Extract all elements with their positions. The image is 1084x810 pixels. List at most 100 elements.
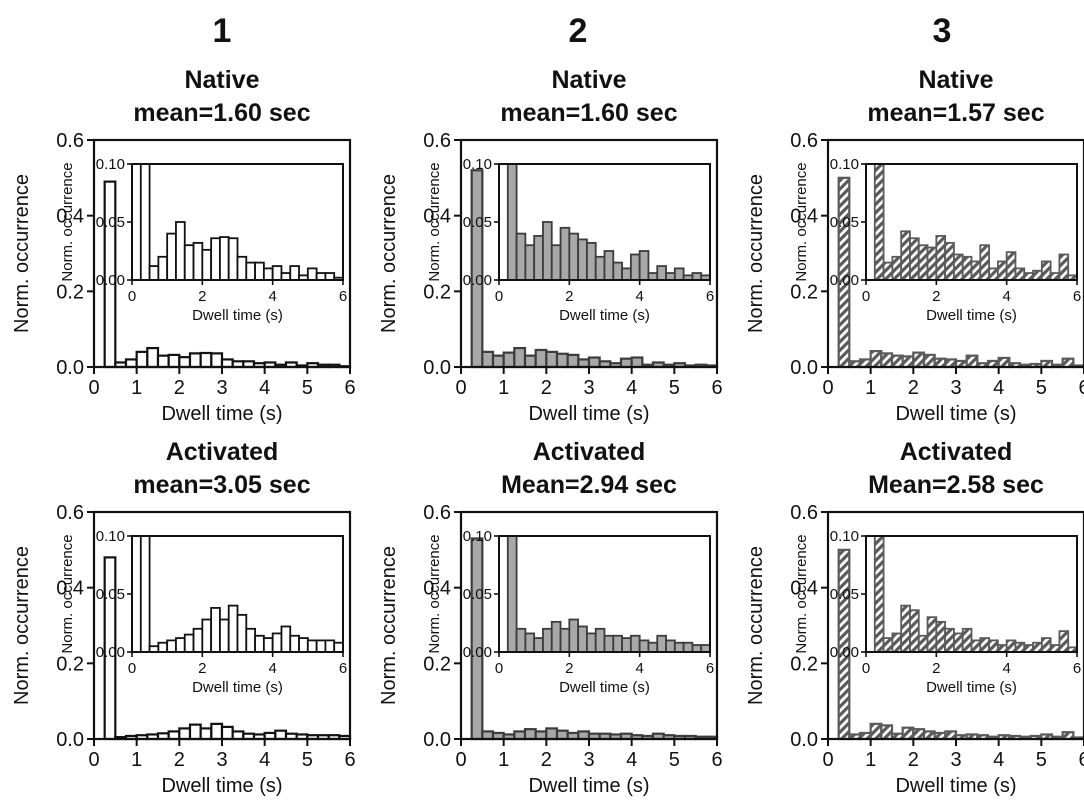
- y-tick-label: 0.4: [423, 578, 451, 600]
- y-tick-label: 0.2: [423, 281, 451, 303]
- inset-x-tick-label: 0: [495, 660, 503, 677]
- histogram-bar: [167, 353, 181, 369]
- inset-histogram-bar: [324, 272, 336, 281]
- x-tick-label: 5: [669, 749, 680, 771]
- inset-histogram-bar: [324, 639, 336, 653]
- panel-col3-native: Native mean=1.57 sec 0.0 0.2 0.4 0.6 0 1 2 3 4 5 6 Dw…: [745, 66, 1084, 425]
- histogram-bar: [630, 356, 644, 369]
- histogram-bar: [858, 358, 872, 369]
- inset-histogram-bar: [909, 609, 920, 653]
- inset-histogram-bar: [1049, 272, 1061, 281]
- inset-histogram-bar: [577, 625, 588, 653]
- inset-histogram-bar: [139, 163, 151, 281]
- inset-histogram-bar: [996, 260, 1008, 281]
- histogram-bar: [231, 730, 245, 741]
- histogram-bar: [880, 352, 894, 369]
- panel-subtitle: mean=1.60 sec: [500, 99, 677, 127]
- histogram-bar: [178, 727, 192, 741]
- inset-histogram-bar: [201, 618, 213, 653]
- inset-histogram-bar: [900, 230, 911, 281]
- inset-histogram-bar: [621, 267, 632, 281]
- inset-histogram-bar: [673, 267, 685, 281]
- x-axis-label: Dwell time (s): [528, 775, 649, 797]
- inset-histogram-bar: [166, 232, 177, 281]
- y-tick-label: 0.4: [790, 578, 818, 600]
- inset-histogram-bar: [524, 632, 536, 653]
- y-tick-label: 0.4: [423, 206, 451, 228]
- inset-histogram-bar: [691, 644, 703, 653]
- inset-histogram-bar: [873, 535, 885, 653]
- y-tick-label: 0.6: [56, 130, 84, 152]
- y-tick-label: 0.6: [423, 502, 451, 524]
- inset-histogram-bar: [603, 250, 615, 281]
- x-tick-label: 6: [711, 749, 722, 771]
- main-bars: [470, 537, 719, 741]
- inset-histogram-bar: [175, 637, 186, 653]
- inset-histogram-bar: [306, 639, 318, 653]
- x-tick-label: 3: [583, 377, 594, 399]
- x-tick-label: 6: [1078, 377, 1084, 399]
- y-tick-label: 0.2: [56, 281, 84, 303]
- x-tick-label: 5: [669, 377, 680, 399]
- inset-plot: 0.00 0.05 0.10 0 2 4 6 Dwell time (s) Norm. occu…: [59, 156, 347, 324]
- histogram-bar: [997, 356, 1011, 369]
- inset-histogram-bar: [219, 618, 230, 653]
- inset-histogram-bar: [139, 535, 151, 653]
- inset-histogram-bar: [157, 255, 169, 281]
- histogram-bar: [922, 730, 936, 741]
- x-axis-label: Dwell time (s): [895, 775, 1016, 797]
- inset-y-tick-label: 0.00: [830, 644, 859, 661]
- inset-histogram-bar: [882, 637, 894, 653]
- inset-histogram-bar: [515, 232, 527, 281]
- x-axis-label: Dwell time (s): [895, 403, 1016, 425]
- y-tick-label: 0.0: [790, 357, 818, 379]
- inset-histogram-bar: [1040, 637, 1052, 653]
- panel-title: Native: [918, 66, 993, 94]
- inset-histogram-bar: [979, 637, 990, 653]
- histogram-bar: [869, 722, 883, 741]
- inset-histogram-bar: [586, 632, 597, 653]
- inset-histogram-bar: [638, 250, 650, 281]
- inset-histogram-bar: [935, 620, 947, 653]
- inset-histogram-bar: [673, 641, 685, 653]
- y-tick-label: 0.4: [790, 206, 818, 228]
- histogram-bar: [869, 350, 883, 369]
- x-tick-label: 3: [583, 749, 594, 771]
- y-tick-label: 0.2: [790, 653, 818, 675]
- y-axis-label: Norm. occurrence: [11, 174, 33, 333]
- panel-col2-activated: Activated Mean=2.94 sec 0.0 0.2 0.4 0.6 0 1 2 3 4 5…: [378, 438, 723, 797]
- histogram-bar: [513, 346, 527, 369]
- histogram-bar: [944, 730, 958, 741]
- inset-x-tick-label: 6: [339, 660, 347, 677]
- inset-x-tick-label: 2: [198, 660, 206, 677]
- inset-histogram-bar: [559, 226, 571, 281]
- histogram-bar: [933, 357, 947, 369]
- histogram-bar: [912, 351, 926, 369]
- inset-histogram-bar: [594, 627, 606, 653]
- y-tick-label: 0.6: [423, 130, 451, 152]
- x-tick-label: 4: [626, 749, 637, 771]
- inset-x-tick-label: 0: [862, 288, 870, 305]
- inset-histogram-bar: [979, 244, 990, 281]
- inset-plot: 0.00 0.05 0.10 0 2 4 6 Dwell time (s) Norm. occu…: [426, 528, 714, 696]
- inset-histogram-bar: [306, 267, 318, 281]
- inset-histogram-bar: [568, 618, 580, 653]
- inset-histogram-bar: [691, 272, 703, 281]
- inset-histogram-bar: [1049, 644, 1061, 653]
- x-tick-label: 4: [259, 749, 270, 771]
- inset-histogram-bar: [262, 267, 274, 281]
- x-tick-label: 1: [131, 377, 142, 399]
- histogram-bar: [470, 169, 484, 369]
- inset-histogram-bar: [594, 255, 606, 281]
- y-tick-label: 0.4: [56, 206, 84, 228]
- x-tick-label: 2: [174, 749, 185, 771]
- x-tick-label: 0: [455, 749, 466, 771]
- histogram-bar: [124, 358, 138, 369]
- inset-plot: 0.00 0.05 0.10 0 2 4 6 Dwell time (s) Norm. occu…: [426, 156, 714, 324]
- y-tick-label: 0.2: [790, 281, 818, 303]
- x-tick-label: 5: [1036, 749, 1047, 771]
- histogram-bar: [1061, 357, 1075, 369]
- x-tick-label: 1: [865, 749, 876, 771]
- inset-y-tick-label: 0.00: [96, 644, 125, 661]
